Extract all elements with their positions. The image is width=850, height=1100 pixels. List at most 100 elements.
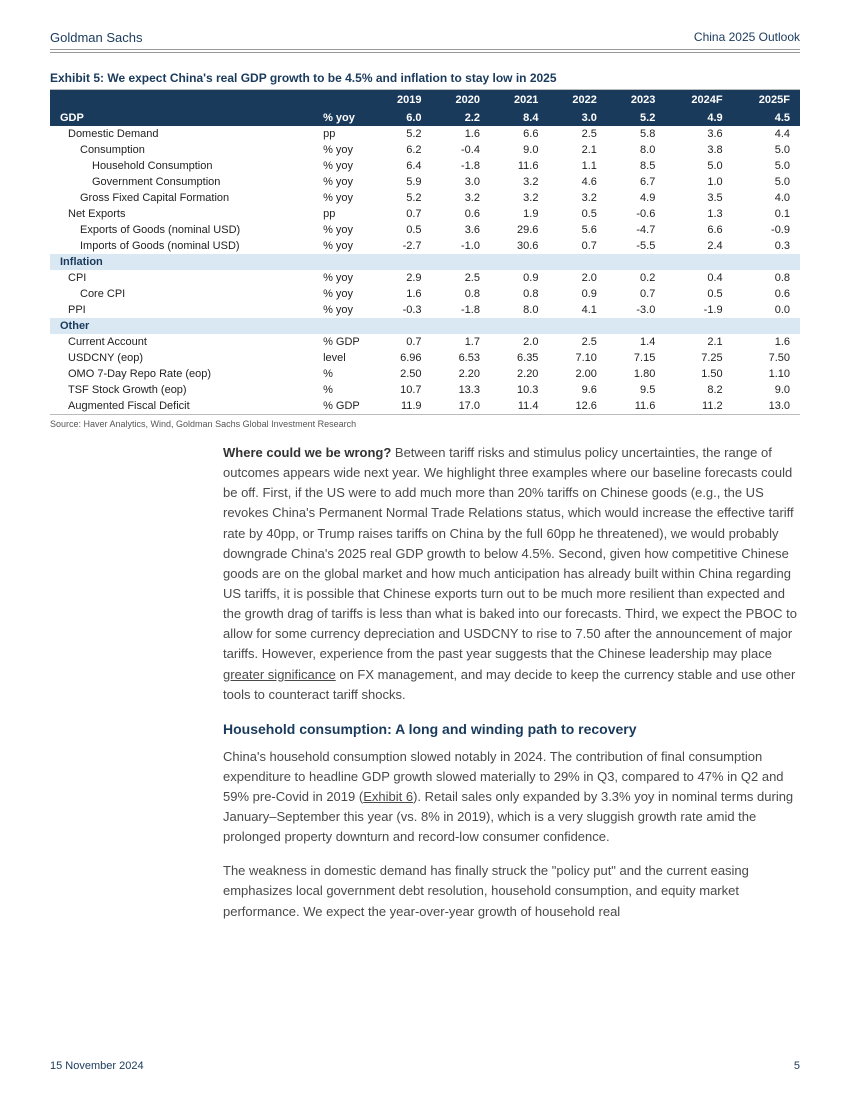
cell: 11.6: [490, 158, 548, 174]
cell: 7.50: [733, 350, 800, 366]
table-row: Household Consumption% yoy6.4-1.811.61.1…: [50, 158, 800, 174]
cell: 2.20: [490, 366, 548, 382]
table-row: Current Account% GDP0.71.72.02.51.42.11.…: [50, 334, 800, 350]
col-header: 2020: [432, 90, 490, 110]
cell: 0.8: [733, 270, 800, 286]
row-label: TSF Stock Growth (eop): [50, 382, 313, 398]
cell: 9.0: [733, 382, 800, 398]
row-unit: [313, 318, 373, 334]
col-header: 2023: [607, 90, 665, 110]
cell: [733, 254, 800, 270]
cell: 0.8: [490, 286, 548, 302]
cell: 4.9: [607, 190, 665, 206]
cell: -0.3: [373, 302, 431, 318]
cell: 4.0: [733, 190, 800, 206]
row-unit: pp: [313, 206, 373, 222]
cell: [548, 254, 606, 270]
cell: -3.0: [607, 302, 665, 318]
cell: [432, 318, 490, 334]
table-row: Core CPI% yoy1.60.80.80.90.70.50.6: [50, 286, 800, 302]
cell: 2.5: [432, 270, 490, 286]
cell: 2.1: [548, 142, 606, 158]
exhibit-title: Exhibit 5: We expect China's real GDP gr…: [50, 71, 800, 90]
cell: 3.2: [490, 174, 548, 190]
cell: 0.7: [373, 334, 431, 350]
cell: [432, 254, 490, 270]
cell: 4.4: [733, 126, 800, 142]
row-label: OMO 7-Day Repo Rate (eop): [50, 366, 313, 382]
cell: 0.3: [733, 238, 800, 254]
table-row: Government Consumption% yoy5.93.03.24.66…: [50, 174, 800, 190]
cell: [490, 254, 548, 270]
row-unit: %: [313, 366, 373, 382]
cell: 0.5: [665, 286, 732, 302]
cell: 7.25: [665, 350, 732, 366]
cell: 11.9: [373, 398, 431, 414]
paragraph-2: China's household consumption slowed not…: [223, 747, 800, 848]
row-label: Domestic Demand: [50, 126, 313, 142]
row-label: GDP: [50, 110, 313, 126]
cell: -1.8: [432, 158, 490, 174]
cell: -1.0: [432, 238, 490, 254]
cell: 6.4: [373, 158, 431, 174]
cell: 1.1: [548, 158, 606, 174]
cell: 3.6: [665, 126, 732, 142]
cell: -1.8: [432, 302, 490, 318]
cell: 17.0: [432, 398, 490, 414]
cell: 9.5: [607, 382, 665, 398]
cell: 8.0: [607, 142, 665, 158]
row-unit: % GDP: [313, 398, 373, 414]
cell: 1.10: [733, 366, 800, 382]
cell: [373, 254, 431, 270]
row-unit: %: [313, 382, 373, 398]
body-text: Where could we be wrong? Between tariff …: [223, 443, 800, 922]
col-header: 2024F: [665, 90, 732, 110]
table-row: PPI% yoy-0.3-1.88.04.1-3.0-1.90.0: [50, 302, 800, 318]
table-row: USDCNY (eop)level6.966.536.357.107.157.2…: [50, 350, 800, 366]
cell: 3.8: [665, 142, 732, 158]
page-footer: 15 November 2024 5: [50, 1060, 800, 1072]
cell: 10.7: [373, 382, 431, 398]
col-header: [50, 90, 313, 110]
cell: [665, 318, 732, 334]
cell: 1.80: [607, 366, 665, 382]
cell: -2.7: [373, 238, 431, 254]
cell: 5.8: [607, 126, 665, 142]
cell: 8.4: [490, 110, 548, 126]
row-unit: % yoy: [313, 110, 373, 126]
cell: 1.50: [665, 366, 732, 382]
row-unit: % yoy: [313, 190, 373, 206]
table-row: Net Exportspp0.70.61.90.5-0.61.30.1: [50, 206, 800, 222]
cell: 13.0: [733, 398, 800, 414]
cell: 13.3: [432, 382, 490, 398]
cell: [607, 254, 665, 270]
cell: 3.6: [432, 222, 490, 238]
cell: 11.4: [490, 398, 548, 414]
cell: 0.2: [607, 270, 665, 286]
cell: 1.6: [432, 126, 490, 142]
row-unit: % yoy: [313, 158, 373, 174]
cell: 6.6: [490, 126, 548, 142]
cell: [548, 318, 606, 334]
cell: 2.5: [548, 334, 606, 350]
footer-page: 5: [794, 1060, 800, 1072]
cell: 4.5: [733, 110, 800, 126]
p1-lead: Where could we be wrong?: [223, 445, 391, 460]
cell: 4.6: [548, 174, 606, 190]
cell: 10.3: [490, 382, 548, 398]
page-header: Goldman Sachs China 2025 Outlook: [50, 30, 800, 50]
row-label: Household Consumption: [50, 158, 313, 174]
header-title: China 2025 Outlook: [694, 30, 800, 45]
cell: 0.7: [373, 206, 431, 222]
table-row: Gross Fixed Capital Formation% yoy5.23.2…: [50, 190, 800, 206]
cell: [607, 318, 665, 334]
cell: 6.7: [607, 174, 665, 190]
cell: 2.5: [548, 126, 606, 142]
cell: 5.0: [665, 158, 732, 174]
cell: 8.0: [490, 302, 548, 318]
row-label: Government Consumption: [50, 174, 313, 190]
cell: 1.7: [432, 334, 490, 350]
row-unit: % yoy: [313, 286, 373, 302]
cell: 0.7: [548, 238, 606, 254]
cell: 1.6: [733, 334, 800, 350]
